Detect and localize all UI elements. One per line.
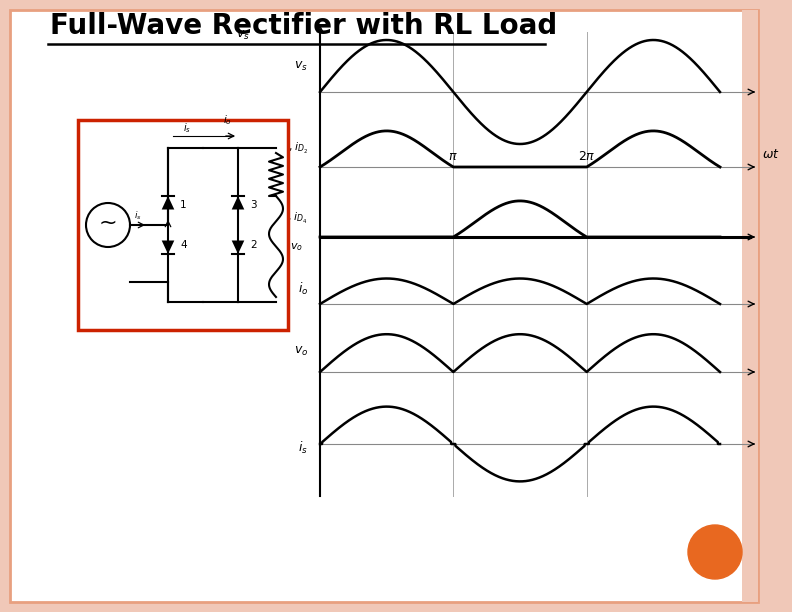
- Text: $i_s$: $i_s$: [183, 121, 191, 135]
- Polygon shape: [162, 196, 174, 209]
- Text: 3: 3: [250, 200, 257, 210]
- Text: Full-Wave Rectifier with RL Load: Full-Wave Rectifier with RL Load: [50, 12, 558, 40]
- Text: $i_{D_1}\ , i_{D_2}$: $i_{D_1}\ , i_{D_2}$: [272, 141, 308, 155]
- Circle shape: [86, 203, 130, 247]
- FancyBboxPatch shape: [78, 120, 288, 330]
- Circle shape: [688, 525, 742, 579]
- Text: 4: 4: [180, 240, 187, 250]
- Polygon shape: [232, 241, 244, 254]
- Text: $i_o$: $i_o$: [223, 113, 232, 127]
- Text: $v_o$: $v_o$: [294, 345, 308, 357]
- FancyBboxPatch shape: [10, 10, 758, 602]
- Text: ~: ~: [99, 213, 117, 233]
- Polygon shape: [162, 241, 174, 254]
- Text: $2\pi$: $2\pi$: [578, 150, 596, 163]
- Text: $i_{D_3}\ , i_{D_4}$: $i_{D_3}\ , i_{D_4}$: [272, 211, 308, 226]
- Bar: [742, 10, 758, 602]
- Text: 2: 2: [250, 240, 257, 250]
- Text: $v_s$: $v_s$: [236, 28, 250, 42]
- Text: $v_s$: $v_s$: [294, 59, 308, 73]
- Text: $\pi$: $\pi$: [448, 150, 459, 163]
- Text: $i_s$: $i_s$: [298, 441, 308, 457]
- Text: $v_o$: $v_o$: [290, 241, 303, 253]
- Text: $i_s$: $i_s$: [134, 210, 142, 223]
- Text: $\omega t$: $\omega t$: [762, 148, 780, 161]
- Text: 1: 1: [180, 200, 187, 210]
- Text: $i_o$: $i_o$: [298, 281, 308, 297]
- Polygon shape: [232, 196, 244, 209]
